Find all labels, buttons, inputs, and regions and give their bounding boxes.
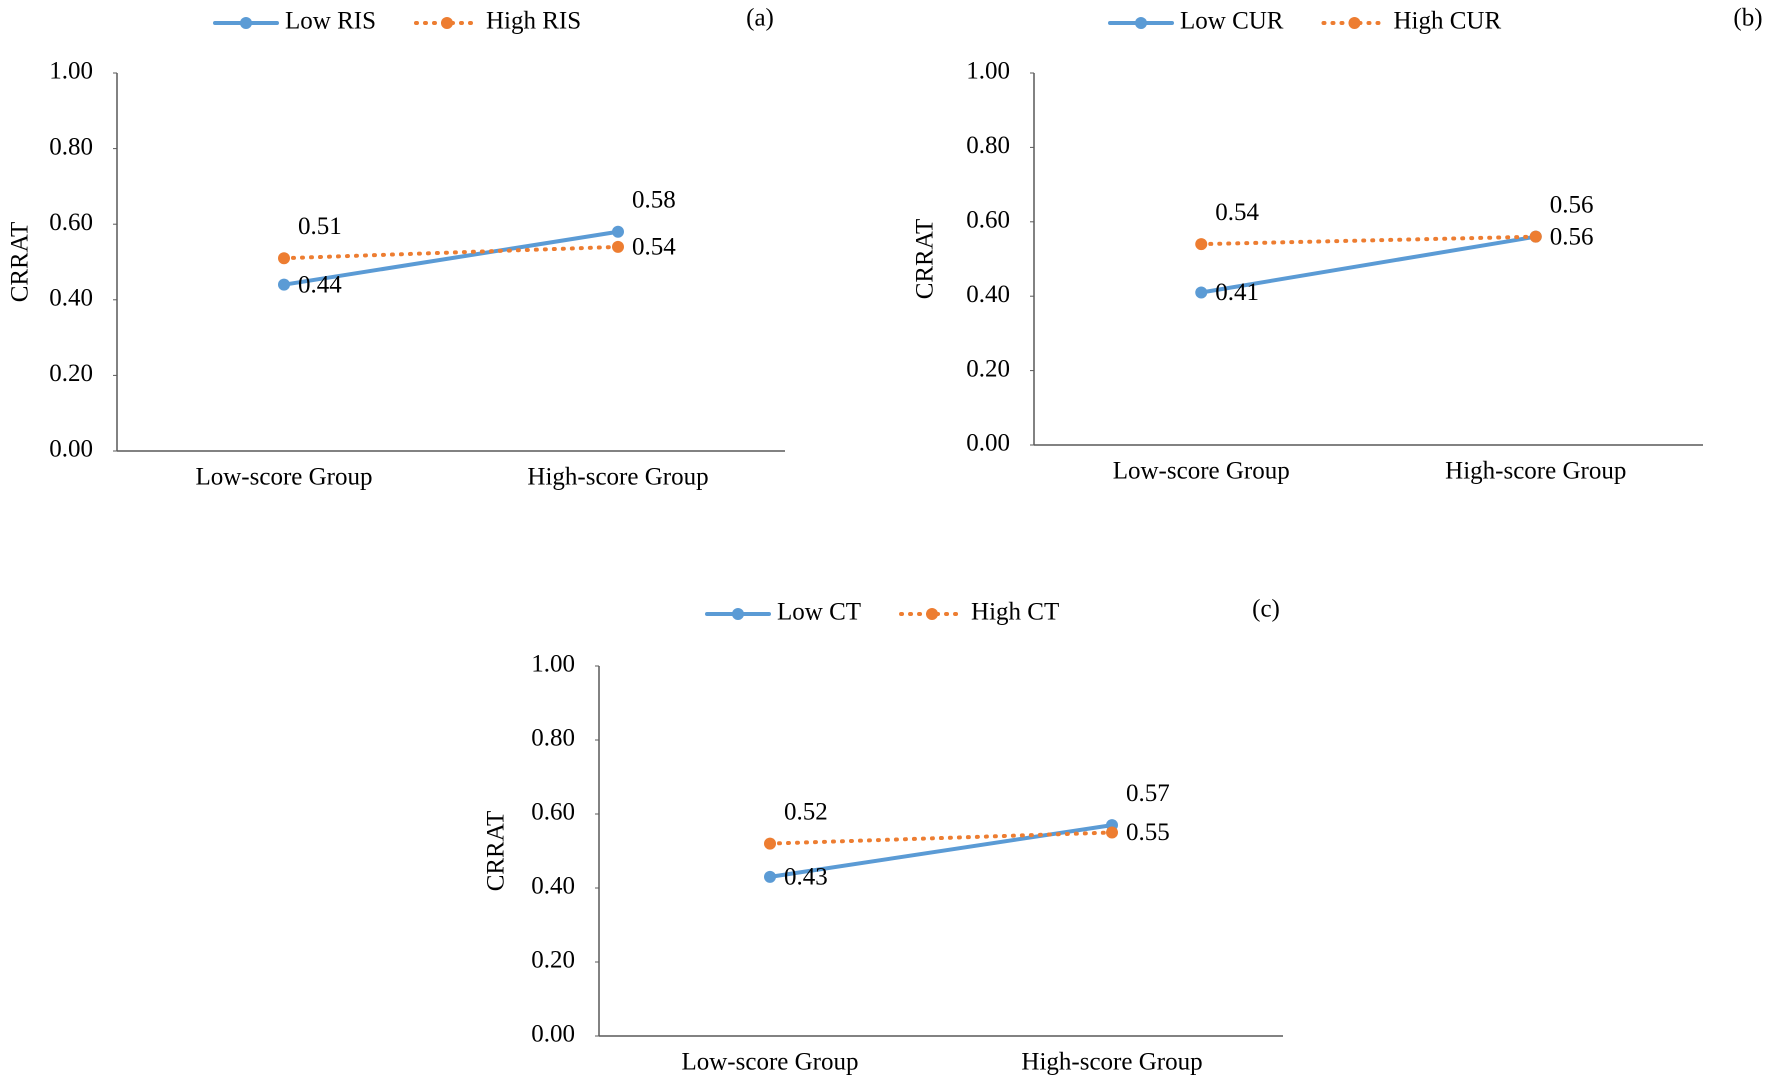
legend-marker [1348,17,1361,29]
y-tick-label: 1.00 [966,58,1010,85]
y-tick-label: 0.20 [966,355,1010,382]
series-line [282,229,620,287]
y-tick-label: 0.60 [966,207,1010,234]
legend-label: Low CUR [1180,8,1284,35]
y-tick-label: 0.40 [531,873,575,900]
x-tick-label: High-score Group [1021,1049,1202,1076]
point [1529,230,1542,243]
x-tick-label: Low-score Group [681,1049,858,1076]
y-tick-label: 0.80 [966,132,1010,159]
data-label: 0.54 [632,234,676,261]
panel-label: (b) [1733,5,1762,32]
series-line [768,823,1114,879]
series-line [1199,234,1538,247]
legend-marker [440,17,453,29]
point [1195,286,1208,299]
y-tick-label: 0.60 [531,799,575,826]
y-tick-label: 0.00 [49,436,93,463]
y-tick-label: 0.60 [49,209,93,236]
point [764,837,776,850]
point [278,278,290,291]
y-axis-label: CRRAT [483,811,510,892]
y-axis-label: CRRAT [7,222,34,303]
y-tick-label: 0.20 [531,947,575,974]
y-tick-label: 0.00 [531,1021,575,1048]
legend-label: High RIS [486,8,581,35]
legend-marker [1135,17,1147,29]
point [612,240,624,253]
legend-label: High CT [971,599,1059,626]
y-tick-label: 0.80 [49,133,93,160]
data-label: 0.57 [1126,780,1170,807]
x-tick-label: Low-score Group [195,464,372,491]
y-tick-label: 0.00 [966,430,1010,457]
y-tick-label: 0.20 [49,360,93,387]
data-label: 0.41 [1215,279,1259,306]
panel-label: (c) [1252,596,1280,623]
legend-marker [732,608,744,620]
y-tick-label: 0.80 [531,725,575,752]
y-axis-label: CRRAT [912,219,939,300]
y-tick-label: 0.40 [966,281,1010,308]
legend-label: High CUR [1393,8,1501,35]
data-label: 0.56 [1550,223,1594,250]
point [612,225,624,238]
data-label: 0.43 [784,864,828,891]
point [764,870,776,883]
point [1195,238,1208,251]
panel-label: (a) [746,5,774,32]
y-tick-label: 1.00 [49,58,93,85]
data-label: 0.56 [1550,191,1594,218]
data-label: 0.44 [298,271,342,298]
x-tick-label: High-score Group [1445,458,1626,485]
data-label: 0.52 [784,798,828,825]
series-line [768,830,1114,846]
data-label: 0.55 [1126,819,1170,846]
point [1106,826,1118,839]
series-line [282,244,620,261]
legend-marker [926,608,939,620]
y-tick-label: 0.40 [49,285,93,312]
point [278,252,290,265]
y-tick-label: 1.00 [531,651,575,678]
x-tick-label: High-score Group [527,464,708,491]
x-tick-label: Low-score Group [1113,458,1290,485]
data-label: 0.51 [298,213,342,240]
legend-marker [240,17,252,29]
data-label: 0.54 [1215,199,1259,226]
data-label: 0.58 [632,186,676,213]
legend-label: Low CT [777,599,861,626]
series-line [1199,234,1538,295]
legend-label: Low RIS [285,8,376,35]
